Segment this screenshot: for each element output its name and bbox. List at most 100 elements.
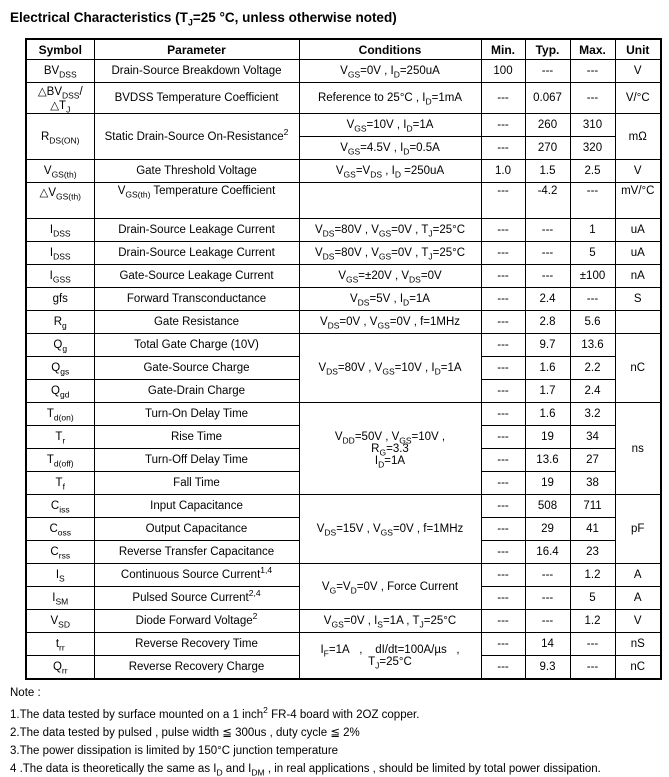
cell-min: --- <box>480 517 526 541</box>
table-row: Qgd Gate-Drain Charge --- 1.7 2.4 <box>25 379 661 403</box>
cell-typ: 19 <box>524 425 571 449</box>
cell-parameter: Input Capacitance <box>93 494 300 518</box>
cell-unit: ns <box>614 402 662 495</box>
notes-section: Note : 1.The data tested by surface moun… <box>10 687 661 777</box>
cell-typ: --- <box>524 586 571 610</box>
table-row: Tf Fall Time --- 19 38 <box>25 471 661 495</box>
cell-max: 5 <box>569 586 616 610</box>
cell-conditions: VGS=0V , IS=1A , TJ=25°C <box>298 609 482 633</box>
table-row: Crss Reverse Transfer Capacitance --- 16… <box>25 540 661 564</box>
cell-conditions: VG=VD=0V , Force Current <box>298 563 482 610</box>
cell-max: 34 <box>569 425 616 449</box>
cell-max: 310 <box>569 113 616 137</box>
cell-parameter: Drain-Source Leakage Current <box>93 241 300 265</box>
cell-conditions: VGS=4.5V , ID=0.5A <box>298 136 482 160</box>
cell-symbol: Qgd <box>25 379 95 403</box>
cell-max: 5.6 <box>569 310 616 334</box>
cell-typ: 29 <box>524 517 571 541</box>
cell-unit <box>614 310 662 334</box>
table-row: Qg Total Gate Charge (10V) VDS=80V , VGS… <box>25 333 662 403</box>
column-header-conditions: Conditions <box>298 38 482 60</box>
table-row: Qgs Gate-Source Charge --- 1.6 2.2 <box>25 356 661 380</box>
cell-parameter: Continuous Source Current1,4 <box>93 563 300 587</box>
column-header-min: Min. <box>480 38 526 60</box>
cell-min: --- <box>480 356 526 380</box>
cell-parameter: Rise Time <box>93 425 300 449</box>
table-row: Td(off) Turn-Off Delay Time --- 13.6 27 <box>25 448 661 472</box>
cell-min: --- <box>480 218 526 242</box>
cell-conditions: IF=1A , dI/dt=100A/µs , TJ=25°C <box>298 632 482 680</box>
cell-parameter: Gate-Source Leakage Current <box>93 264 300 288</box>
cell-max: 27 <box>569 448 616 472</box>
cell-min: --- <box>480 540 526 564</box>
cell-max: 1 <box>569 218 616 242</box>
cell-max: 711 <box>569 494 616 518</box>
cell-typ: --- <box>524 563 571 587</box>
cell-parameter: Fall Time <box>93 471 300 495</box>
cell-symbol: IDSS <box>25 241 95 265</box>
cell-parameter: Drain-Source Breakdown Voltage <box>93 59 300 83</box>
cell-parameter: Gate-Drain Charge <box>93 379 300 403</box>
note-item: 4 .The data is theoretically the same as… <box>10 763 601 777</box>
cell-parameter: Turn-Off Delay Time <box>93 448 300 472</box>
table-row: Coss Output Capacitance --- 29 41 <box>25 517 661 541</box>
table-header-row: Symbol Parameter Conditions Min. Typ. Ma… <box>25 38 662 60</box>
table-row: VSD Diode Forward Voltage2 VGS=0V , IS=1… <box>25 609 662 633</box>
cell-min: --- <box>480 586 526 610</box>
cell-max: 320 <box>569 136 616 160</box>
cell-max: 23 <box>569 540 616 564</box>
cell-unit: nC <box>614 655 662 680</box>
table-row: IDSS Drain-Source Leakage Current VDS=80… <box>25 241 662 265</box>
cell-typ: 14 <box>524 632 571 656</box>
column-header-parameter: Parameter <box>93 38 300 60</box>
table-row: Rg Gate Resistance VDS=0V , VGS=0V , f=1… <box>25 310 662 334</box>
column-header-max: Max. <box>569 38 616 60</box>
table-row: VGS=4.5V , ID=0.5A --- 270 320 <box>26 136 661 160</box>
cell-min: --- <box>480 264 526 288</box>
cell-parameter: Reverse Recovery Time <box>93 632 300 656</box>
cell-symbol: VGS(th) <box>25 159 95 183</box>
cell-conditions: VDS=80V , VGS=10V , ID=1A <box>298 333 482 403</box>
cell-max: 2.5 <box>569 159 616 183</box>
cell-conditions: VGS=10V , ID=1A <box>298 113 482 137</box>
cell-unit: S <box>614 287 662 311</box>
cell-conditions: VGS=0V , ID=250uA <box>298 59 482 83</box>
cell-typ: 2.4 <box>524 287 571 311</box>
cell-typ: 2.8 <box>524 310 571 334</box>
cell-typ: 1.6 <box>524 356 571 380</box>
cell-parameter: Pulsed Source Current2,4 <box>93 586 300 610</box>
table-row: IDSS Drain-Source Leakage Current VDS=80… <box>25 218 662 242</box>
electrical-characteristics-table: Symbol Parameter Conditions Min. Typ. Ma… <box>25 38 662 680</box>
cell-symbol: trr <box>25 632 95 656</box>
cell-symbol: Qgs <box>25 356 95 380</box>
cell-symbol: gfs <box>25 287 95 311</box>
cell-symbol: Tr <box>25 425 95 449</box>
cell-max: --- <box>569 655 616 680</box>
cell-symbol: Tf <box>25 471 95 495</box>
note-item: 1.The data tested by surface mounted on … <box>10 705 420 721</box>
cell-max: --- <box>569 632 616 656</box>
cell-symbol: Td(on) <box>25 402 95 426</box>
cell-min: --- <box>480 310 526 334</box>
cell-unit: uA <box>614 218 662 242</box>
cell-conditions: VDS=0V , VGS=0V , f=1MHz <box>298 310 482 334</box>
column-header-unit: Unit <box>614 38 662 60</box>
cell-symbol: IGSS <box>25 264 95 288</box>
cell-unit: A <box>614 586 662 610</box>
table-row: IS Continuous Source Current1,4 VG=VD=0V… <box>25 563 662 610</box>
cell-typ: --- <box>524 59 571 83</box>
column-header-symbol: Symbol <box>25 38 95 60</box>
cell-conditions: VGS=VDS , ID =250uA <box>298 159 482 183</box>
cell-max: ±100 <box>569 264 616 288</box>
page-title: Electrical Characteristics (TJ=25 °C, un… <box>10 10 397 28</box>
table-row: Qrr Reverse Recovery Charge --- 9.3 --- … <box>25 655 662 680</box>
cell-unit: V/°C <box>614 82 662 114</box>
cell-typ: 270 <box>524 136 571 160</box>
cell-typ: 13.6 <box>524 448 571 472</box>
cell-conditions: VDS=80V , VGS=0V , TJ=25°C <box>298 241 482 265</box>
cell-parameter: Reverse Recovery Charge <box>93 655 300 680</box>
table-row: trr Reverse Recovery Time IF=1A , dI/dt=… <box>25 632 662 680</box>
cell-symbol: △BVDSS/△TJ <box>25 82 95 114</box>
cell-min: --- <box>480 82 526 114</box>
